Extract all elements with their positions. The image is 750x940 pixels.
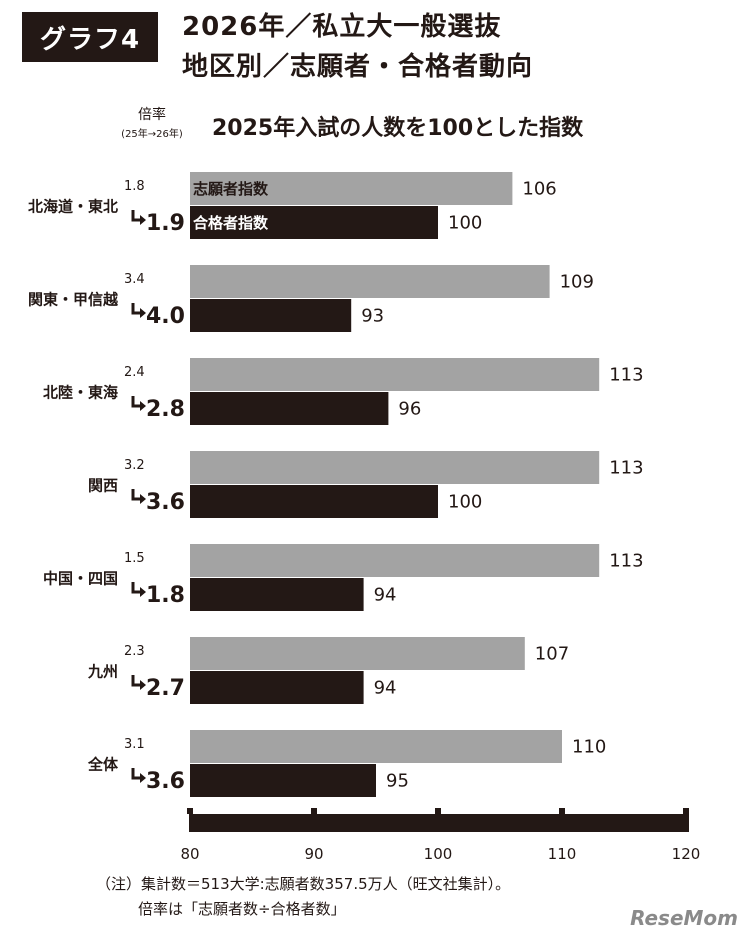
- bar: [190, 451, 600, 484]
- bar: [190, 265, 550, 298]
- x-axis-tick: [435, 808, 441, 814]
- x-tick-label: 110: [548, 845, 577, 863]
- ratio-arrow-icon: [131, 489, 142, 501]
- ratio-arrow-icon: [131, 396, 142, 408]
- legend-label-accepted: 合格者指数: [192, 214, 269, 232]
- ratio-2026-label: 4.0: [146, 304, 185, 329]
- legend-label-applicants: 志願者指数: [193, 180, 269, 198]
- bar-value-label: 93: [361, 306, 384, 327]
- bar-value-label: 96: [398, 399, 421, 420]
- bar-value-label: 94: [374, 585, 397, 606]
- ratio-arrow-icon: [131, 675, 142, 687]
- category-label: 九州: [87, 663, 118, 681]
- ratio-arrow-icon: [131, 210, 142, 222]
- bar-value-label: 100: [448, 492, 482, 513]
- chart-title-line2: 地区別／志願者・合格者動向: [182, 52, 534, 82]
- bar-value-label: 110: [572, 737, 606, 758]
- bar-value-label: 100: [448, 213, 482, 234]
- ratio-arrow-icon: [131, 582, 142, 594]
- ratio-arrow-head-icon: [140, 773, 146, 783]
- ratio-2025-label: 1.8: [124, 179, 145, 194]
- ratio-2026-label: 2.8: [146, 397, 185, 422]
- bar: [190, 172, 513, 205]
- footnote-line2: 倍率は「志願者数÷合格者数」: [138, 900, 346, 918]
- x-axis-tick: [559, 808, 565, 814]
- chart-subtitle: 2025年入試の人数を100とした指数: [212, 116, 584, 141]
- bar-value-label: 94: [374, 678, 397, 699]
- bar: [190, 358, 600, 391]
- ratio-header: 倍率 (25年→26年): [112, 104, 192, 140]
- ratio-2025-label: 3.2: [124, 458, 145, 473]
- ratio-2026-label: 1.8: [146, 583, 185, 608]
- ratio-2026-label: 1.9: [146, 211, 185, 236]
- bar-value-label: 113: [609, 458, 643, 479]
- category-label: 北陸・東海: [43, 384, 118, 402]
- category-label: 関西: [88, 477, 118, 495]
- footnote-line1: （注）集計数＝513大学:志願者数357.5万人（旺文社集計）。: [96, 875, 511, 893]
- category-label: 全体: [87, 756, 119, 774]
- bar-value-label: 109: [560, 272, 594, 293]
- x-axis-tick: [311, 808, 317, 814]
- chart-title-line1: 2026年／私立大一般選抜: [182, 12, 502, 42]
- x-axis-tick: [187, 808, 193, 814]
- x-tick-label: 100: [424, 845, 453, 863]
- ratio-2026-label: 2.7: [146, 676, 185, 701]
- bar: [190, 392, 389, 425]
- ratio-2025-label: 1.5: [124, 551, 145, 566]
- category-label: 関東・甲信越: [28, 291, 119, 309]
- ratio-header-sub: (25年→26年): [121, 129, 183, 140]
- category-label: 中国・四国: [43, 570, 118, 588]
- x-tick-label: 80: [180, 845, 199, 863]
- x-tick-label: 120: [672, 845, 701, 863]
- ratio-arrow-head-icon: [140, 215, 146, 225]
- ratio-2026-label: 3.6: [146, 769, 185, 794]
- ratio-header-label: 倍率: [138, 107, 166, 123]
- ratio-2025-label: 3.1: [124, 737, 145, 752]
- ratio-2026-label: 3.6: [146, 490, 185, 515]
- bar-value-label: 113: [609, 365, 643, 386]
- bar: [190, 485, 438, 518]
- graph-number-badge: グラフ4: [22, 12, 158, 62]
- ratio-arrow-head-icon: [140, 401, 146, 411]
- bar: [190, 299, 352, 332]
- bar: [190, 578, 364, 611]
- bar-value-label: 113: [609, 551, 643, 572]
- ratio-2025-label: 3.4: [124, 272, 145, 287]
- bar: [190, 764, 376, 797]
- ratio-2025-label: 2.4: [124, 365, 145, 380]
- bar-value-label: 106: [522, 179, 556, 200]
- bar: [190, 206, 438, 239]
- bar: [190, 637, 525, 670]
- bar: [190, 671, 364, 704]
- ratio-arrow-head-icon: [140, 308, 146, 318]
- site-logo: ReseMom: [630, 906, 738, 930]
- x-axis-tick: [683, 808, 689, 814]
- x-axis-band: [189, 814, 689, 832]
- category-label: 北海道・東北: [28, 198, 118, 216]
- bar-value-label: 107: [535, 644, 569, 665]
- ratio-arrow-head-icon: [140, 494, 146, 504]
- x-tick-label: 90: [304, 845, 323, 863]
- ratio-arrow-head-icon: [140, 680, 146, 690]
- ratio-arrow-icon: [131, 768, 142, 780]
- bar: [190, 730, 562, 763]
- ratio-arrow-head-icon: [140, 587, 146, 597]
- ratio-2025-label: 2.3: [124, 644, 145, 659]
- bar: [190, 544, 600, 577]
- ratio-arrow-icon: [131, 303, 142, 315]
- bar-value-label: 95: [386, 771, 409, 792]
